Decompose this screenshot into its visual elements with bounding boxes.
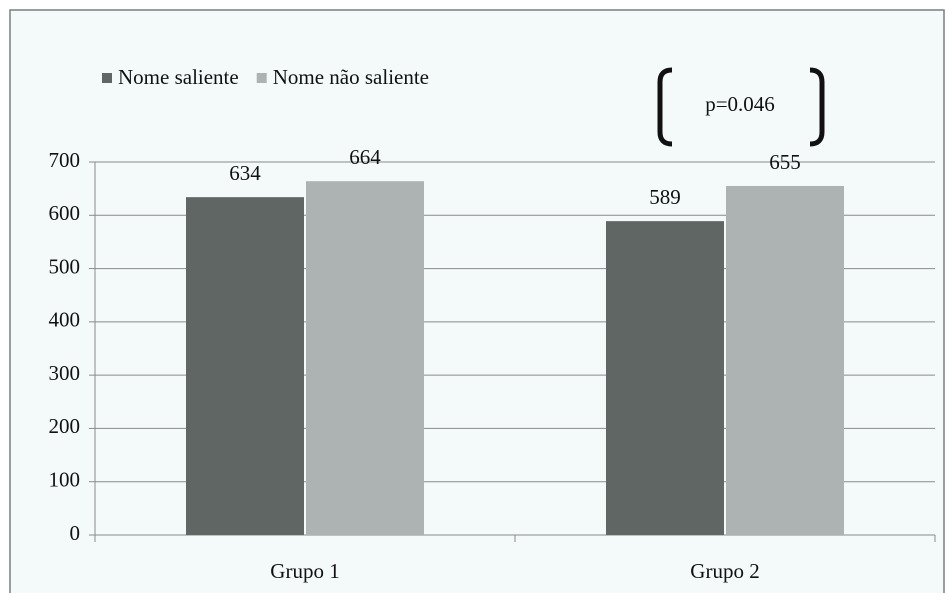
legend-label: Nome saliente <box>118 65 239 89</box>
bracket-right <box>809 67 825 147</box>
legend-swatch <box>102 73 112 83</box>
bar <box>726 185 844 535</box>
y-tick-label: 700 <box>49 148 81 172</box>
x-tick-label: Grupo 1 <box>270 559 339 583</box>
bar <box>306 181 424 535</box>
data-label: 589 <box>649 185 681 209</box>
y-tick-label: 200 <box>49 414 81 438</box>
data-label: 634 <box>229 161 261 185</box>
y-tick-label: 400 <box>49 308 81 332</box>
annotation: p=0.046 <box>705 92 775 116</box>
x-tick-label: Grupo 2 <box>690 559 759 583</box>
bar <box>606 221 724 535</box>
data-label: 664 <box>349 145 381 169</box>
y-tick-label: 100 <box>49 468 81 492</box>
bracket-left <box>657 67 673 147</box>
legend-swatch <box>256 73 267 83</box>
y-tick-label: 0 <box>70 521 81 545</box>
data-label: 655 <box>769 150 801 174</box>
y-tick-label: 300 <box>49 361 81 385</box>
bar <box>186 197 304 535</box>
y-tick-label: 500 <box>49 254 81 278</box>
legend-label: Nome não saliente <box>273 65 429 89</box>
y-tick-label: 600 <box>49 201 81 225</box>
